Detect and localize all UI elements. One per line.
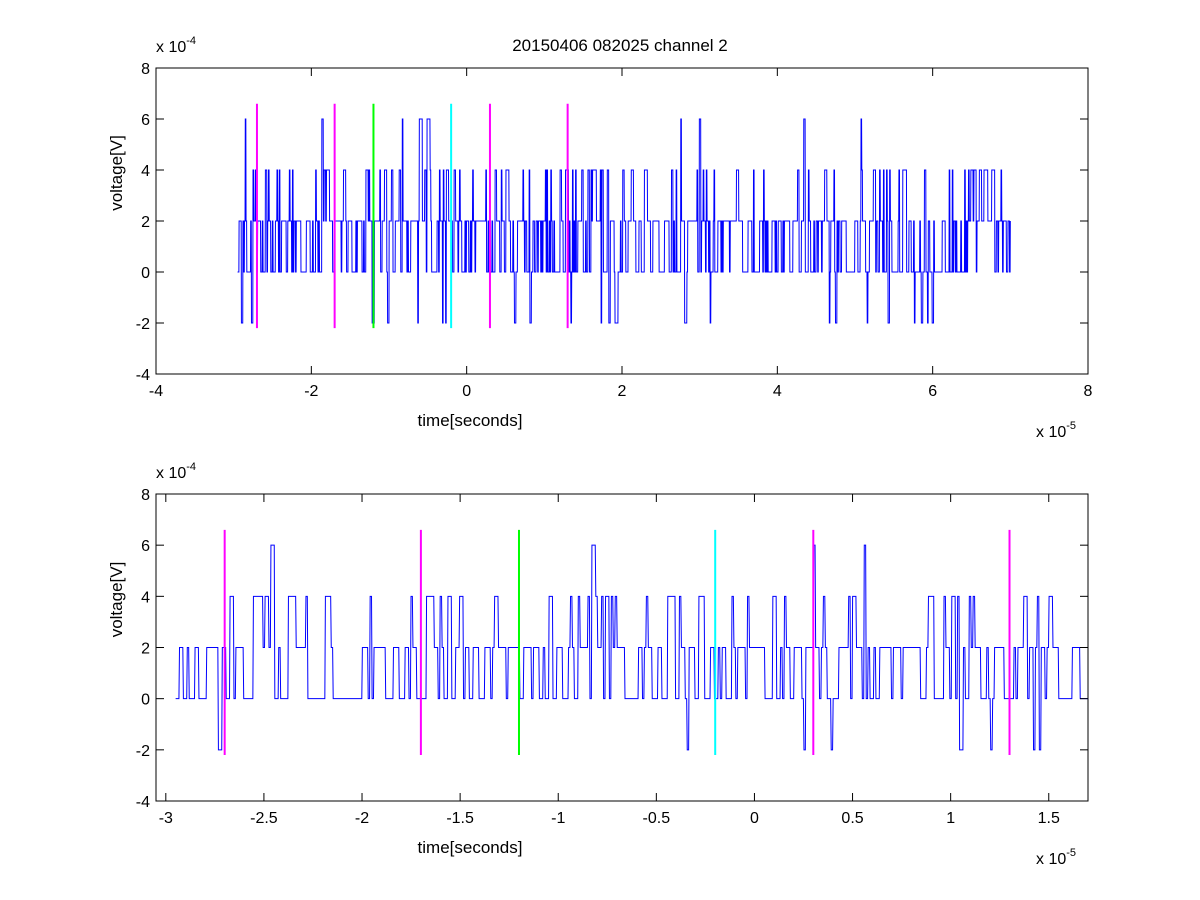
x-axis-label: time[seconds]: [418, 411, 523, 430]
x-tick-label: 1.5: [1038, 810, 1060, 827]
y-exponent-power: -4: [186, 461, 196, 473]
y-tick-label: 8: [141, 61, 150, 78]
y-tick-label: 2: [141, 641, 150, 658]
y-tick-label: 4: [141, 589, 150, 606]
x-exponent-label: x 10-5: [1036, 420, 1076, 441]
y-tick-label: -4: [136, 794, 150, 811]
x-exponent-base: x 10: [1036, 851, 1066, 868]
y-tick-label: 6: [141, 538, 150, 555]
y-tick-label: 0: [141, 692, 150, 709]
y-exponent-base: x 10: [156, 39, 186, 56]
x-tick-label: -4: [149, 383, 163, 400]
figure-title: 20150406 082025 channel 2: [512, 36, 728, 55]
y-tick-label: 8: [141, 487, 150, 504]
y-tick-label: -4: [136, 367, 150, 384]
x-axis-label: time[seconds]: [418, 838, 523, 857]
x-tick-label: 6: [928, 383, 937, 400]
y-axis-label: voltage[V]: [107, 562, 126, 638]
x-tick-label: -1: [551, 810, 565, 827]
y-axis-label: voltage[V]: [107, 135, 126, 211]
y-tick-label: 4: [141, 163, 150, 180]
x-tick-label: 0: [750, 810, 759, 827]
y-exponent-base: x 10: [156, 465, 186, 482]
x-exponent-base: x 10: [1036, 424, 1066, 441]
x-tick-label: 0.5: [841, 810, 863, 827]
series-voltage-trace: [175, 544, 1088, 751]
y-exponent-label: x 10-4: [156, 35, 196, 56]
x-exponent-label: x 10-5: [1036, 847, 1076, 868]
x-tick-label: -2: [304, 383, 318, 400]
x-tick-label: 8: [1084, 383, 1093, 400]
x-tick-label: 1: [946, 810, 955, 827]
x-tick-label: -2: [355, 810, 369, 827]
x-exponent-power: -5: [1066, 420, 1076, 432]
y-tick-label: 2: [141, 214, 150, 231]
plot-top: -4 -2 0 2 4 6 8 -4 -2 0 2 4 6 8 time[seconds] voltage[V…: [107, 35, 1093, 441]
y-tick-label: 0: [141, 265, 150, 282]
x-tick-label: 4: [773, 383, 782, 400]
x-tick-label: 0: [462, 383, 471, 400]
y-tick-label: 6: [141, 112, 150, 129]
plot-bottom: -3 -2.5 -2 -1.5 -1 -0.5 0 0.5 1 1.5 -4 -2 0 2 4 6 8 time[…: [107, 461, 1089, 868]
y-exponent-label: x 10-4: [156, 461, 196, 482]
x-tick-label: -0.5: [643, 810, 671, 827]
x-tick-label: -1.5: [446, 810, 474, 827]
series-voltage-trace: [237, 118, 1011, 324]
x-exponent-power: -5: [1066, 847, 1076, 859]
y-exponent-power: -4: [186, 35, 196, 47]
y-tick-label: -2: [136, 316, 150, 333]
x-tick-label: -2.5: [250, 810, 278, 827]
x-tick-label: 2: [618, 383, 627, 400]
y-tick-label: -2: [136, 743, 150, 760]
x-tick-label: -3: [159, 810, 173, 827]
